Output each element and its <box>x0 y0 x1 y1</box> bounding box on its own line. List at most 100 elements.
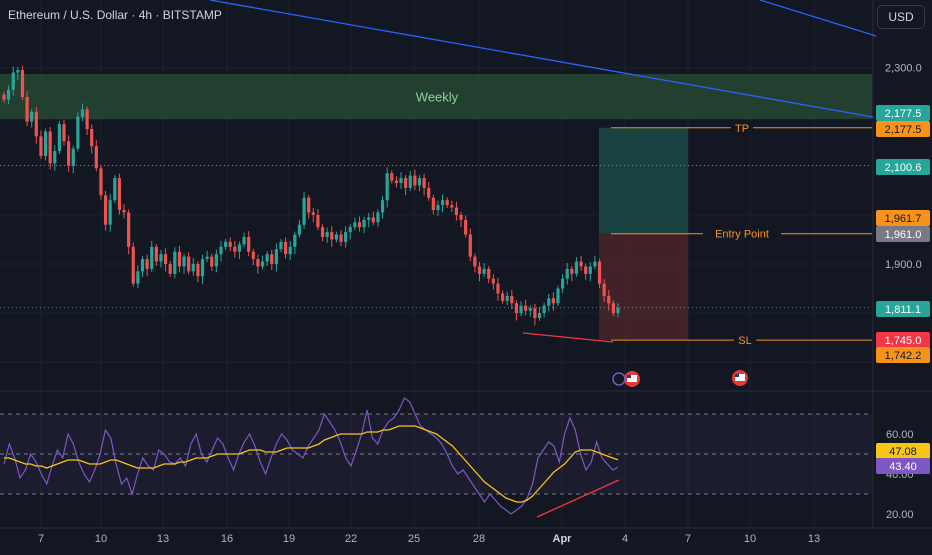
candle-body <box>122 210 126 213</box>
candle-body <box>191 264 195 272</box>
candle-body <box>43 131 48 157</box>
candle-body <box>154 246 158 262</box>
time-axis-tick-label: 7 <box>38 533 44 545</box>
candle-body <box>528 308 532 311</box>
zones: Weekly <box>0 74 872 341</box>
candle-body <box>177 251 182 267</box>
time-axis-tick-label: 10 <box>744 533 756 545</box>
candle-body <box>136 271 140 284</box>
candle-body <box>357 222 362 228</box>
candle-body <box>593 261 597 267</box>
candle-body <box>459 214 463 220</box>
candle-body <box>399 178 403 184</box>
us-flag-icon-stripes <box>627 375 637 382</box>
sl-label: SL <box>738 335 751 347</box>
candle-body <box>496 283 500 294</box>
level-tag-sl: 1,745.0 <box>885 335 922 347</box>
time-axis-tick-label: 19 <box>283 533 295 545</box>
candle-body <box>67 141 71 166</box>
candle-body <box>30 111 34 122</box>
candle-body <box>99 168 103 196</box>
resistance-trendline <box>209 0 874 118</box>
candle-body <box>344 232 348 242</box>
candle-body <box>514 303 519 314</box>
upper-trendline <box>759 0 877 37</box>
candle-body <box>237 244 242 252</box>
candle-body <box>431 197 435 211</box>
candle-body <box>53 151 57 164</box>
candle-body <box>404 178 408 188</box>
weekly-zone <box>0 74 872 120</box>
dividend-icon <box>612 372 626 386</box>
candle-body <box>2 94 6 100</box>
candle-body <box>265 254 269 262</box>
us-flag-icon-canton <box>627 375 631 378</box>
time-axis-tick-label: 25 <box>408 533 420 545</box>
candle-body <box>320 227 325 238</box>
candle-body <box>316 214 320 228</box>
candle-body <box>376 212 380 223</box>
candle-body <box>223 241 228 247</box>
risk-zone <box>599 233 688 341</box>
candle-body <box>413 175 417 186</box>
candle-body <box>611 303 615 314</box>
candle-body <box>597 261 602 284</box>
candle-body <box>274 249 278 264</box>
candles <box>2 65 620 326</box>
rsi-tag-bg <box>876 458 930 474</box>
rsi-axis-tick-label: 20.00 <box>886 509 914 521</box>
candle-body <box>94 146 98 169</box>
candle-body <box>57 124 61 152</box>
candle-body <box>39 136 43 157</box>
candle-body <box>11 72 15 90</box>
candle-body <box>450 205 454 208</box>
currency-button[interactable]: USD <box>877 5 925 29</box>
price-tag-bg <box>876 301 930 317</box>
rsi-axis-tick-label: 60.00 <box>886 429 914 441</box>
candle-body <box>616 307 620 314</box>
trendlines <box>209 0 877 343</box>
candle-body <box>311 212 315 215</box>
candle-body <box>607 295 611 304</box>
price-tag: 1,961.0 <box>885 229 922 241</box>
candle-body <box>279 241 283 250</box>
candle-body <box>150 246 154 269</box>
candle-body <box>307 197 311 213</box>
candle-body <box>205 256 209 260</box>
candle-body <box>256 259 260 267</box>
candle-body <box>90 129 94 147</box>
candle-body <box>537 313 542 318</box>
price-tag: 2,177.5 <box>885 108 922 120</box>
candle-body <box>247 237 251 252</box>
candle-body <box>519 305 523 314</box>
candle-body <box>214 254 218 267</box>
candle-body <box>330 232 334 240</box>
candle-body <box>297 224 302 235</box>
candle-body <box>127 212 131 247</box>
candle-body <box>477 266 482 274</box>
candle-body <box>80 109 85 117</box>
time-axis-tick-label: 13 <box>808 533 820 545</box>
candle-body <box>436 205 440 211</box>
time-axis-tick-label: 10 <box>95 533 107 545</box>
candle-body <box>20 70 25 98</box>
candle-body <box>284 241 288 255</box>
time-axis-tick-label: 28 <box>473 533 485 545</box>
time-axis-tick-label: 7 <box>685 533 691 545</box>
candle-body <box>233 246 237 252</box>
candle-body <box>159 254 163 262</box>
candle-body <box>25 97 29 122</box>
candle-body <box>468 234 472 257</box>
profit-zone <box>599 127 688 234</box>
candle-body <box>427 187 431 198</box>
price-axis-tick-label: 1,900.0 <box>885 259 922 271</box>
candle-body <box>505 295 509 301</box>
candle-body <box>7 89 11 100</box>
candle-body <box>394 180 399 184</box>
candle-body <box>242 237 246 245</box>
price-tag-bg <box>876 159 930 175</box>
candle-body <box>487 268 491 279</box>
candle-body <box>524 305 528 311</box>
